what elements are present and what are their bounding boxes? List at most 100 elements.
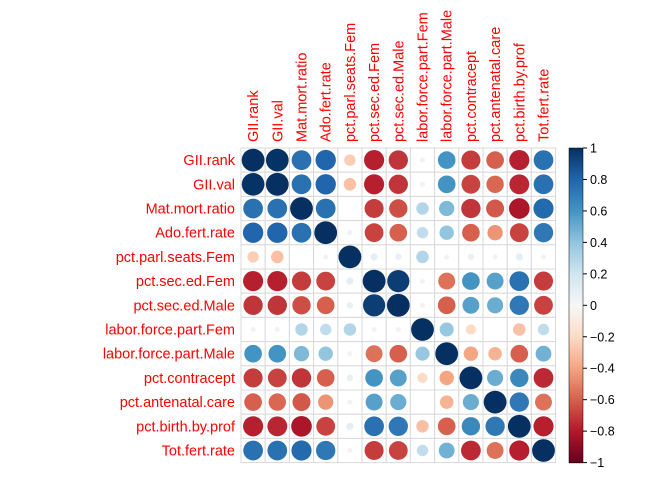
legend-gradient-segment [569, 281, 583, 284]
correlation-circle [532, 439, 555, 462]
legend-gradient-segment [569, 306, 583, 310]
correlation-circle [534, 295, 553, 315]
correlation-circle [364, 174, 385, 195]
correlation-circle [509, 223, 529, 243]
correlation-circle [347, 351, 353, 357]
matrix-cell [409, 389, 436, 415]
legend-gradient-segment [569, 247, 583, 250]
legend-gradient-segment [569, 439, 583, 442]
correlation-circle [416, 420, 429, 433]
correlation-circle [487, 369, 504, 386]
legend-gradient-segment [569, 371, 583, 374]
legend-gradient-segment [569, 383, 583, 387]
correlation-circle [274, 326, 280, 333]
correlation-circle [371, 326, 377, 333]
legend-gradient-segment [569, 177, 583, 181]
correlation-circle [290, 197, 313, 220]
correlation-circle [461, 417, 481, 436]
legend-gradient-segment [569, 352, 583, 355]
correlation-circle [435, 342, 459, 366]
legend-gradient-segment [569, 335, 583, 338]
legend-gradient-segment [569, 319, 583, 322]
correlation-circle [533, 368, 554, 388]
correlation-circle [265, 172, 289, 196]
legend-tick-label: 0.2 [590, 267, 607, 281]
legend-gradient-segment [569, 248, 583, 251]
legend-gradient-segment [569, 289, 583, 292]
correlation-circle [318, 394, 334, 410]
legend-gradient-segment [569, 457, 583, 461]
correlation-circle [243, 368, 263, 388]
legend-gradient-segment [569, 251, 583, 254]
legend-gradient-segment [569, 423, 583, 426]
correlation-circle [267, 222, 288, 243]
legend-gradient-segment [569, 412, 583, 415]
correlation-circle [267, 295, 287, 315]
correlation-circle [467, 253, 475, 261]
legend-gradient-segment [569, 275, 583, 278]
legend-gradient-segment [569, 446, 583, 450]
legend-gradient-segment [569, 206, 583, 209]
correlation-circle [439, 225, 454, 240]
correlation-circle [437, 175, 456, 194]
correlation-circle [488, 346, 502, 361]
correlation-circle [243, 198, 263, 219]
legend-gradient-segment [569, 393, 583, 396]
legend-gradient-segment [569, 267, 583, 270]
legend-gradient-segment [569, 176, 583, 179]
legend-gradient-segment [569, 159, 583, 162]
correlation-circle [320, 323, 332, 336]
legend-gradient-segment [569, 287, 583, 291]
legend-gradient-segment [569, 182, 583, 185]
correlation-circle [389, 369, 407, 387]
legend-gradient-segment [569, 369, 583, 372]
correlation-circle [533, 150, 554, 170]
correlation-circle [486, 272, 504, 290]
correlation-circle [243, 416, 264, 437]
correlation-circle [533, 271, 554, 291]
correlation-circle [419, 278, 426, 284]
legend-gradient-segment [569, 453, 583, 456]
correlation-circle [291, 415, 312, 437]
matrix-cell [288, 244, 315, 270]
legend-gradient-segment [569, 354, 583, 357]
legend-gradient-segment [569, 232, 583, 236]
correlation-circle [465, 324, 476, 335]
correlation-circle [388, 441, 408, 460]
legend-gradient-segment [569, 280, 583, 283]
legend-tick-label: −0.2 [590, 330, 615, 344]
correlation-circle [439, 200, 455, 217]
legend-gradient-segment [569, 451, 583, 454]
legend-tick-label: −1 [590, 456, 604, 470]
legend-gradient-segment [569, 358, 583, 361]
legend-gradient-segment [569, 405, 583, 409]
correlation-circle [243, 271, 264, 292]
row-label: pct.sec.ed.Fem [136, 274, 235, 290]
correlation-circle [346, 277, 354, 285]
legend-gradient-segment [569, 154, 583, 157]
correlation-circle [487, 225, 503, 241]
correlation-circle [365, 345, 383, 363]
correlation-circle [462, 272, 480, 290]
correlation-circle [461, 150, 481, 170]
legend-gradient-segment [569, 360, 583, 363]
legend-gradient-segment [569, 461, 583, 464]
correlation-circle [271, 250, 284, 264]
legend-gradient-segment [569, 442, 583, 445]
legend-gradient-segment [569, 327, 583, 330]
legend-gradient-segment [569, 256, 583, 259]
correlation-circle [411, 318, 434, 341]
legend-gradient-segment [569, 341, 583, 344]
correlation-circle [388, 150, 408, 170]
legend-gradient-segment [569, 243, 583, 247]
correlation-circle [510, 344, 529, 363]
legend-gradient-segment [569, 215, 583, 218]
correlation-circle [419, 302, 426, 308]
correlation-circle [486, 151, 504, 169]
correlation-circle [461, 174, 481, 194]
legend-gradient-segment [569, 424, 583, 428]
legend-gradient-segment [569, 265, 583, 269]
correlation-circle [314, 221, 338, 245]
legend-gradient-segment [569, 168, 583, 171]
correlation-circle [291, 271, 312, 291]
